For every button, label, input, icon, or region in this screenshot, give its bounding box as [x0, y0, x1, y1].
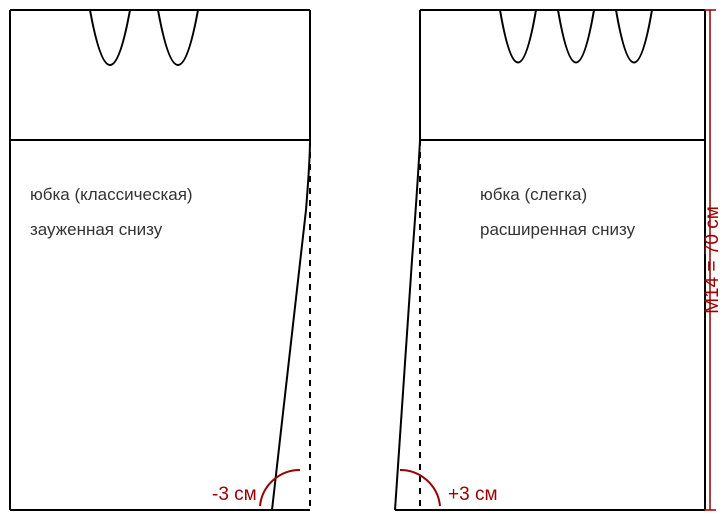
right-label-line1: юбка (слегка)	[480, 185, 587, 204]
left-dart-1	[90, 10, 130, 65]
left-tapered-sideseam	[272, 140, 310, 510]
left-delta-arc	[260, 470, 300, 506]
left-label-line1: юбка (классическая)	[30, 185, 193, 204]
right-flared-sideseam	[395, 140, 420, 510]
right-dart-2	[558, 10, 594, 63]
left-delta-text: -3 см	[212, 484, 257, 505]
right-dart-1	[500, 10, 536, 63]
right-label-line2: расширенная снизу	[480, 220, 636, 239]
right-delta-text: +3 см	[448, 484, 498, 505]
left-dart-2	[158, 10, 198, 65]
left-label-line2: зауженная снизу	[30, 220, 163, 239]
right-dart-3	[616, 10, 652, 63]
dimension-text: М14 = 70 см	[702, 206, 723, 314]
